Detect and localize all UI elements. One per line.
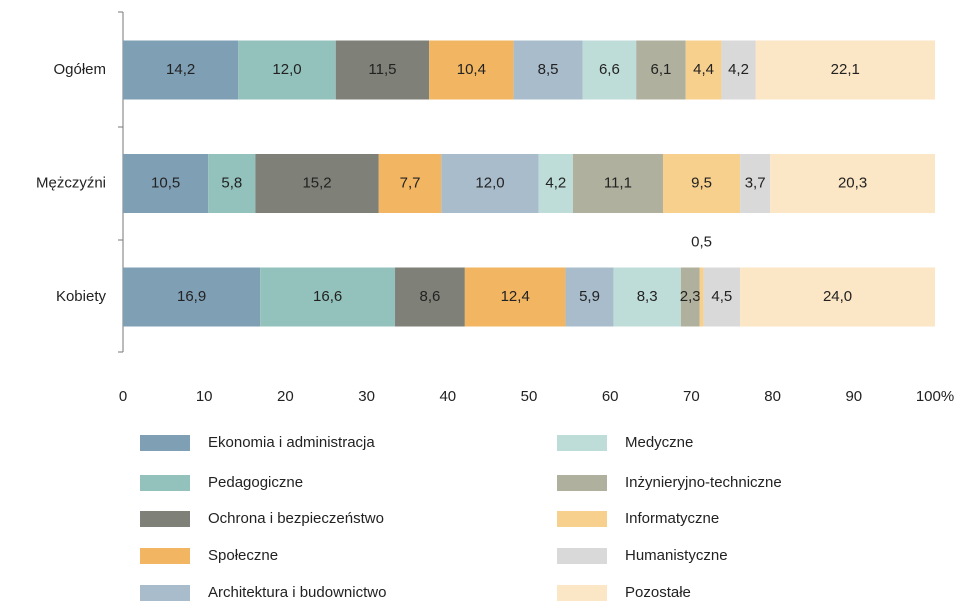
value-label: 14,2 <box>166 61 195 78</box>
bar-segment <box>770 154 935 213</box>
legend-label: Medyczne <box>625 434 693 451</box>
bar-segment <box>685 40 722 100</box>
legend-label: Inżynieryjno-techniczne <box>625 474 782 491</box>
bar-segment <box>613 267 681 327</box>
x-tick-label: 30 <box>358 388 375 405</box>
value-label: 16,6 <box>313 288 342 305</box>
bar-segment <box>740 154 771 213</box>
bar-segment <box>680 267 700 327</box>
bar-segment <box>636 40 686 100</box>
value-label: 2,3 <box>680 288 701 305</box>
value-label: 10,5 <box>151 174 180 191</box>
legend-swatch <box>140 548 190 564</box>
value-label: 6,6 <box>599 61 620 78</box>
value-label: 11,1 <box>604 174 632 191</box>
legend-swatch <box>557 548 607 564</box>
value-label: 12,0 <box>272 61 301 78</box>
value-label: 9,5 <box>691 174 712 191</box>
category-label: Mężczyźni <box>36 174 106 191</box>
x-tick-label: 10 <box>196 388 213 405</box>
legend-swatch <box>140 475 190 491</box>
bar-segment <box>572 154 663 213</box>
x-tick-label: 60 <box>602 388 619 405</box>
value-label: 4,5 <box>711 288 732 305</box>
bar-segment <box>395 267 465 327</box>
value-label: 10,4 <box>457 61 486 78</box>
value-label: 6,1 <box>651 61 672 78</box>
legend-label: Ochrona i bezpieczeństwo <box>208 510 384 527</box>
bar-segment <box>335 40 430 100</box>
value-label: 0,5 <box>691 233 712 250</box>
value-label: 12,4 <box>501 288 530 305</box>
legend-label: Społeczne <box>208 547 278 564</box>
value-label: 11,5 <box>368 61 396 78</box>
bar-segment <box>208 154 256 213</box>
bar-segment <box>429 40 514 100</box>
bar-segment <box>721 40 756 100</box>
value-label: 15,2 <box>302 174 331 191</box>
legend-swatch <box>557 475 607 491</box>
x-tick-label: 80 <box>764 388 781 405</box>
bar-segment <box>565 267 614 327</box>
bar-segment <box>255 154 379 213</box>
value-label: 12,0 <box>475 174 504 191</box>
legend-swatch <box>557 585 607 601</box>
bar-segment <box>464 267 566 327</box>
bar-segment <box>123 40 239 100</box>
category-label: Ogółem <box>53 61 106 78</box>
x-tick-label: 100% <box>916 388 954 405</box>
value-label: 4,2 <box>545 174 566 191</box>
x-tick-label: 90 <box>845 388 862 405</box>
bar-segment <box>513 40 583 100</box>
value-label: 22,1 <box>831 61 860 78</box>
x-tick-label: 0 <box>119 388 127 405</box>
x-tick-label: 70 <box>683 388 700 405</box>
bar-segment <box>703 267 741 327</box>
legend-swatch <box>140 435 190 451</box>
value-label: 7,7 <box>400 174 421 191</box>
legend-label: Pozostałe <box>625 584 691 601</box>
value-label: 8,5 <box>538 61 559 78</box>
bar-segment <box>123 154 209 213</box>
bar-segment <box>123 267 261 327</box>
x-tick-label: 20 <box>277 388 294 405</box>
bar-segment <box>740 267 935 327</box>
bar-segment <box>699 267 704 327</box>
legend-label: Ekonomia i administracja <box>208 434 375 451</box>
value-label: 5,9 <box>579 288 600 305</box>
value-label: 5,8 <box>221 174 242 191</box>
legend-swatch <box>140 511 190 527</box>
value-label: 8,3 <box>637 288 658 305</box>
bar-segment <box>662 154 741 213</box>
legend-swatch <box>557 435 607 451</box>
bar-segment <box>260 267 396 327</box>
value-label: 8,6 <box>420 288 441 305</box>
value-label: 20,3 <box>838 174 867 191</box>
legend-label: Architektura i budownictwo <box>208 584 386 601</box>
value-label: 3,7 <box>745 174 766 191</box>
x-tick-label: 40 <box>439 388 456 405</box>
bar-segment <box>441 154 539 213</box>
bar-segment <box>238 40 336 100</box>
legend-swatch <box>557 511 607 527</box>
legend-swatch <box>140 585 190 601</box>
value-label: 16,9 <box>177 288 206 305</box>
legend-label: Pedagogiczne <box>208 474 303 491</box>
bar-segment <box>582 40 637 100</box>
legend-label: Informatyczne <box>625 510 719 527</box>
bar-segment <box>755 40 935 100</box>
x-tick-label: 50 <box>521 388 538 405</box>
category-label: Kobiety <box>56 288 107 305</box>
value-label: 24,0 <box>823 288 852 305</box>
legend-label: Humanistyczne <box>625 547 728 564</box>
bar-segment <box>378 154 442 213</box>
bar-segment <box>538 154 573 213</box>
value-label: 4,4 <box>693 61 714 78</box>
value-label: 4,2 <box>728 61 749 78</box>
y-axis-ticks <box>118 11 123 353</box>
